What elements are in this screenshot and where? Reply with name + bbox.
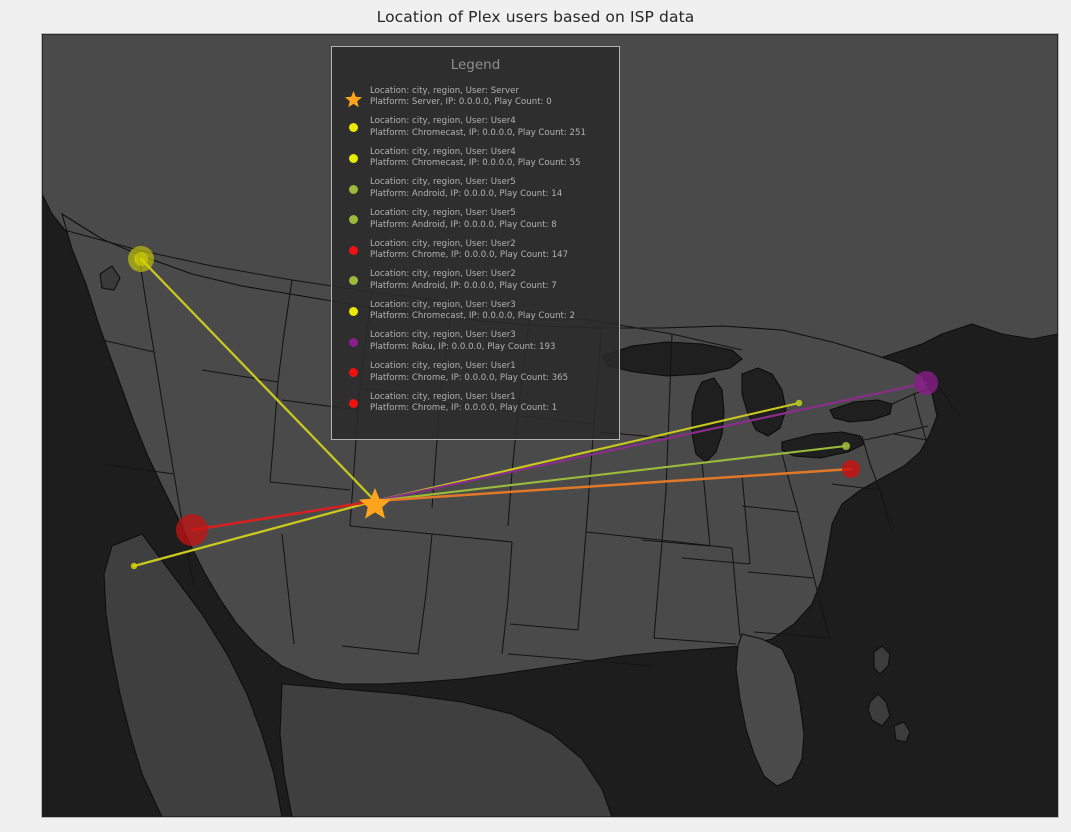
circle-marker-glyph [348, 245, 358, 255]
circle-marker-glyph [348, 184, 358, 194]
circle-marker-icon [336, 398, 370, 408]
circle-marker-glyph [348, 306, 358, 316]
legend-line-2: Platform: Chromecast, IP: 0.0.0.0, Play … [370, 127, 586, 138]
legend-line-1: Location: city, region, User: User1 [370, 391, 516, 402]
legend-line-1: Location: city, region, User: User5 [370, 208, 516, 219]
legend-line-1: Location: city, region, User: User5 [370, 177, 516, 188]
marker-user1-chrome-1[interactable] [130, 562, 138, 570]
legend-line-1: Location: city, region, User: User1 [370, 361, 516, 372]
legend-item-text: Location: city, region, User: User4 Plat… [370, 116, 586, 139]
marker-user3-roku-193[interactable] [914, 371, 938, 395]
circle-marker-glyph [348, 276, 358, 286]
legend-line-2: Platform: Chromecast, IP: 0.0.0.0, Play … [370, 158, 581, 169]
legend-item-text: Location: city, region, User: User3 Plat… [370, 330, 555, 353]
legend-item-user2-chrome-147[interactable]: Location: city, region, User: User2 Plat… [332, 235, 619, 266]
connection-line-boston [373, 381, 928, 503]
circle-marker-glyph [348, 123, 358, 133]
legend-line-1: Location: city, region, User: User2 [370, 238, 516, 249]
connection-line-socal [132, 499, 377, 568]
legend-title: Legend [450, 57, 501, 73]
marker-user2-chrome-147[interactable] [176, 514, 208, 546]
marker-user4-chromecast-55[interactable] [134, 252, 148, 266]
circle-marker-glyph [348, 368, 358, 378]
legend-line-2: Platform: Android, IP: 0.0.0.0, Play Cou… [370, 219, 557, 230]
star-icon-glyph [344, 90, 362, 108]
legend-line-2: Platform: Android, IP: 0.0.0.0, Play Cou… [370, 280, 557, 291]
legend-item-user4-chromecast-55[interactable]: Location: city, region, User: User4 Plat… [332, 143, 619, 174]
connection-line-maryland [373, 467, 853, 503]
connection-lines [132, 257, 928, 568]
server-star-marker[interactable] [359, 488, 391, 519]
circle-marker-icon [336, 215, 370, 225]
connection-line-lasvegas [190, 499, 377, 532]
marker-user1-chrome-365[interactable] [842, 460, 860, 478]
legend-item-user4-chromecast-251[interactable]: Location: city, region, User: User4 Plat… [332, 113, 619, 144]
legend-line-1: Location: city, region, User: User2 [370, 269, 516, 280]
legend-item-text: Location: city, region, User: User1 Plat… [370, 361, 568, 384]
legend-item-user1-chrome-365[interactable]: Location: city, region, User: User1 Plat… [332, 357, 619, 388]
connection-line-seattle [139, 257, 377, 503]
legend-item-text: Location: city, region, User: User5 Plat… [370, 208, 557, 231]
legend-item-user2-android-7[interactable]: Location: city, region, User: User2 Plat… [332, 266, 619, 297]
page-title: Location of Plex users based on ISP data [376, 8, 695, 26]
legend-line-2: Platform: Chrome, IP: 0.0.0.0, Play Coun… [370, 403, 558, 414]
connection-line-pennsylvania [373, 444, 848, 503]
circle-marker-glyph [348, 153, 358, 163]
legend-line-2: Platform: Chrome, IP: 0.0.0.0, Play Coun… [370, 250, 569, 261]
circle-marker-glyph [348, 337, 358, 347]
legend-line-2: Platform: Chrome, IP: 0.0.0.0, Play Coun… [370, 372, 569, 383]
marker-user5-android-8[interactable] [796, 400, 802, 406]
circle-marker-icon [336, 337, 370, 347]
legend-line-2: Platform: Roku, IP: 0.0.0.0, Play Count:… [370, 342, 556, 353]
map-canvas[interactable]: Legend Location: city, region, User: Ser… [41, 33, 1059, 818]
legend-item-text: Location: city, region, User: Server Pla… [370, 86, 552, 109]
legend-item-user3-roku-193[interactable]: Location: city, region, User: User3 Plat… [332, 327, 619, 358]
legend-item-text: Location: city, region, User: User5 Plat… [370, 177, 562, 200]
legend-item-user1-chrome-1[interactable]: Location: city, region, User: User1 Plat… [332, 388, 619, 419]
legend-item-user5-android-14[interactable]: Location: city, region, User: User5 Plat… [332, 174, 619, 205]
legend-line-1: Location: city, region, User: Server [370, 85, 519, 96]
legend-item-server[interactable]: Location: city, region, User: Server Pla… [332, 82, 619, 113]
circle-marker-icon [336, 306, 370, 316]
legend-line-2: Platform: Chromecast, IP: 0.0.0.0, Play … [370, 311, 576, 322]
legend-item-user5-android-8[interactable]: Location: city, region, User: User5 Plat… [332, 204, 619, 235]
marker-user5-android-14[interactable] [842, 442, 850, 450]
legend-item-text: Location: city, region, User: User2 Plat… [370, 269, 557, 292]
circle-marker-icon [336, 276, 370, 286]
legend-line-1: Location: city, region, User: User4 [370, 116, 516, 127]
legend-item-text: Location: city, region, User: User3 Plat… [370, 300, 575, 323]
legend-line-2: Platform: Android, IP: 0.0.0.0, Play Cou… [370, 189, 563, 200]
circle-marker-icon [336, 184, 370, 194]
circle-marker-glyph [348, 398, 358, 408]
legend-line-1: Location: city, region, User: User3 [370, 330, 516, 341]
legend-item-user3-chromecast-2[interactable]: Location: city, region, User: User3 Plat… [332, 296, 619, 327]
legend-line-2: Platform: Server, IP: 0.0.0.0, Play Coun… [370, 97, 552, 108]
circle-marker-icon [336, 153, 370, 163]
client-markers [128, 246, 938, 570]
circle-marker-icon [336, 245, 370, 255]
connection-line-buffalo [373, 401, 801, 503]
circle-marker-icon [336, 123, 370, 133]
legend-line-1: Location: city, region, User: User3 [370, 299, 516, 310]
legend-item-text: Location: city, region, User: User4 Plat… [370, 147, 581, 170]
legend-line-1: Location: city, region, User: User4 [370, 146, 516, 157]
star-icon [336, 88, 370, 108]
circle-marker-glyph [348, 215, 358, 225]
legend-item-text: Location: city, region, User: User2 Plat… [370, 239, 568, 262]
circle-marker-icon [336, 368, 370, 378]
legend-item-text: Location: city, region, User: User1 Plat… [370, 392, 557, 415]
legend-panel[interactable]: Legend Location: city, region, User: Ser… [331, 46, 620, 440]
